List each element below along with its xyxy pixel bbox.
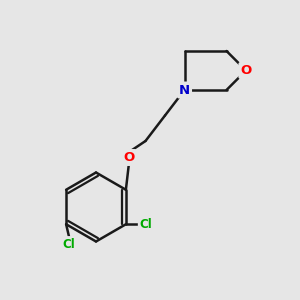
Text: Cl: Cl — [140, 218, 152, 231]
Text: O: O — [240, 64, 252, 77]
Text: Cl: Cl — [63, 238, 76, 251]
Text: N: N — [179, 83, 190, 97]
Text: O: O — [123, 151, 135, 164]
